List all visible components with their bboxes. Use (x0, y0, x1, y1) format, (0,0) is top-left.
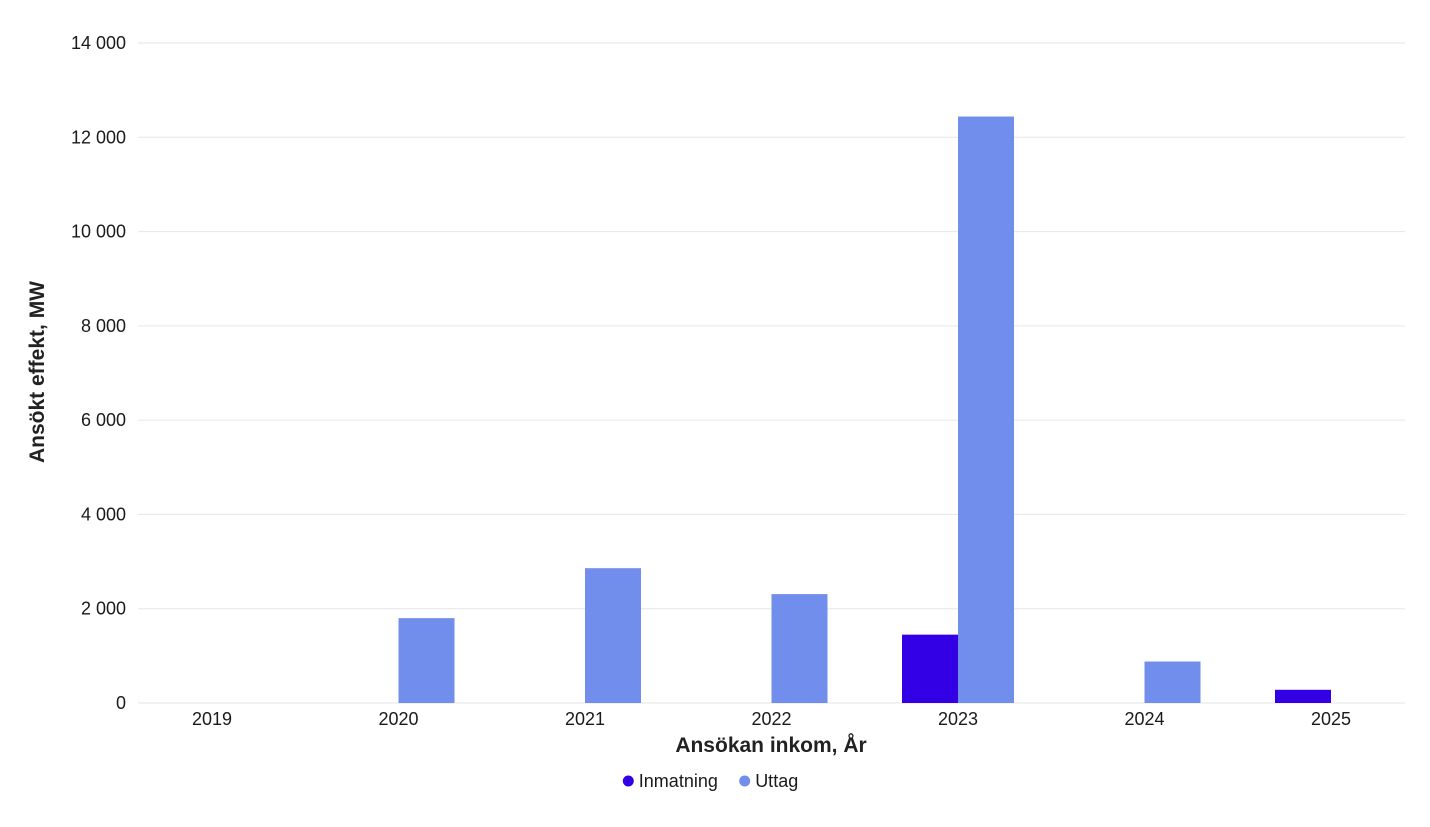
x-axis-ticks: 2019 2020 2021 2022 2023 2024 2025 (192, 709, 1351, 729)
legend: Inmatning Uttag (622, 771, 798, 791)
bar-uttag-2023 (958, 116, 1014, 704)
y-tick-label: 2 000 (81, 599, 126, 619)
x-tick-label: 2024 (1124, 709, 1164, 729)
y-tick-label: 0 (116, 693, 126, 713)
x-tick-label: 2020 (378, 709, 418, 729)
x-axis-title: Ansökan inkom, År (675, 733, 866, 757)
legend-marker-inmatning (622, 775, 634, 787)
legend-marker-uttag (739, 775, 751, 787)
bar-uttag-2020 (398, 618, 455, 703)
bar-uttag-2022 (771, 594, 828, 703)
bars (398, 116, 1331, 704)
x-tick-label: 2022 (751, 709, 791, 729)
y-tick-label: 4 000 (81, 504, 126, 524)
x-tick-label: 2021 (565, 709, 605, 729)
y-tick-label: 10 000 (71, 222, 126, 242)
x-tick-label: 2023 (938, 709, 978, 729)
bar-inmatning-2025 (1275, 689, 1331, 703)
y-tick-label: 14 000 (71, 33, 126, 53)
bar-uttag-2021 (585, 568, 641, 703)
y-tick-label: 6 000 (81, 410, 126, 430)
gridlines (138, 42, 1405, 704)
y-axis-title: Ansökt effekt, MW (26, 281, 49, 463)
bar-uttag-2024 (1144, 661, 1201, 703)
y-axis-ticks: 0 2 000 4 000 6 000 8 000 10 000 12 000 14 000 (71, 33, 126, 713)
legend-label-uttag: Uttag (755, 771, 798, 791)
x-tick-label: 2019 (192, 709, 232, 729)
x-tick-label: 2025 (1311, 709, 1351, 729)
legend-label-inmatning: Inmatning (639, 771, 718, 791)
bar-inmatning-2023 (902, 634, 958, 703)
y-tick-label: 12 000 (71, 127, 126, 147)
y-tick-label: 8 000 (81, 316, 126, 336)
